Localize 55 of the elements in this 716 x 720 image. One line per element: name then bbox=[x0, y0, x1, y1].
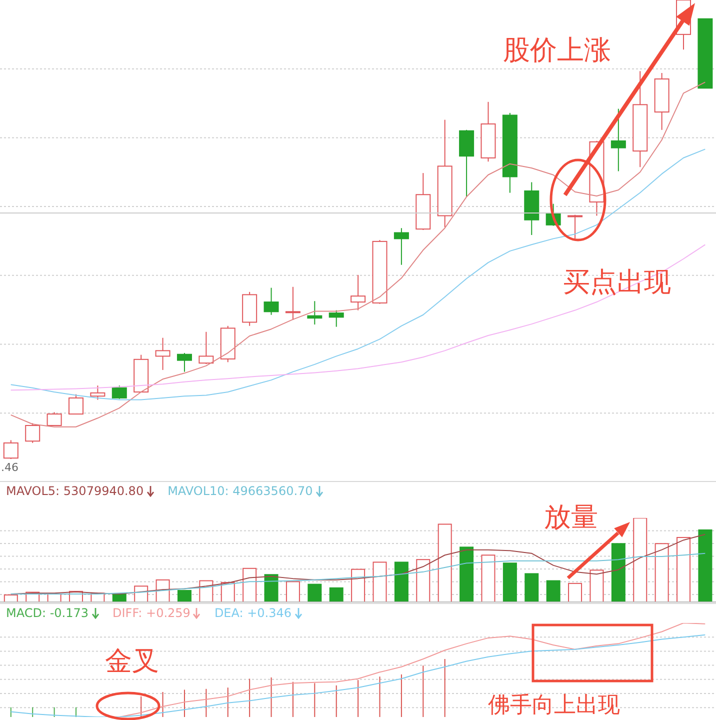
candlestick bbox=[264, 287, 279, 316]
annotation: 佛手向上出现 bbox=[488, 693, 620, 718]
candlestick bbox=[394, 228, 409, 266]
bar bbox=[524, 573, 539, 602]
legend-label: MACD: -0.173 bbox=[6, 606, 89, 620]
bar bbox=[4, 594, 18, 602]
annotation: 放量 bbox=[544, 502, 598, 533]
candlestick bbox=[155, 337, 170, 370]
candlestick bbox=[46, 412, 62, 426]
bar bbox=[134, 586, 148, 602]
bar bbox=[329, 587, 344, 602]
candlestick bbox=[3, 440, 18, 459]
bar bbox=[372, 562, 387, 602]
bar bbox=[654, 543, 669, 602]
bar bbox=[502, 562, 517, 602]
bar bbox=[438, 524, 452, 602]
bar bbox=[199, 580, 214, 602]
bar bbox=[286, 581, 300, 602]
bar bbox=[351, 568, 366, 602]
legend-label: MAVOL10: 49663560.70 bbox=[168, 484, 313, 498]
bar bbox=[676, 536, 691, 602]
annotation: 买点出现 bbox=[563, 267, 671, 298]
bar bbox=[242, 568, 257, 602]
bar bbox=[308, 584, 322, 602]
legend-label: DEA: +0.346 bbox=[214, 606, 292, 620]
candlestick bbox=[90, 385, 106, 400]
candlestick bbox=[307, 300, 322, 326]
candlestick bbox=[568, 214, 583, 240]
candlestick bbox=[285, 286, 300, 320]
candlestick bbox=[610, 108, 626, 172]
bar bbox=[416, 559, 430, 602]
candlestick bbox=[350, 274, 366, 311]
bar bbox=[698, 529, 712, 602]
candlestick bbox=[328, 310, 344, 328]
candlestick bbox=[198, 331, 214, 364]
bar bbox=[633, 518, 648, 602]
bar bbox=[611, 543, 626, 602]
annotation: 股价上涨 bbox=[503, 35, 611, 66]
legend-label: DIFF: +0.259 bbox=[112, 606, 190, 620]
bar bbox=[264, 574, 278, 602]
text: .46 bbox=[1, 461, 18, 474]
bar bbox=[156, 579, 170, 602]
bar bbox=[394, 562, 408, 602]
candlestick bbox=[25, 422, 40, 444]
bar bbox=[568, 582, 582, 602]
bar bbox=[481, 554, 496, 602]
annotation: 金叉 bbox=[105, 646, 159, 677]
legend-label: MAVOL5: 53079940.80 bbox=[6, 484, 144, 498]
bar bbox=[590, 570, 604, 602]
candlestick bbox=[68, 394, 84, 415]
bar bbox=[546, 580, 560, 602]
candlestick bbox=[112, 385, 127, 400]
bar bbox=[177, 590, 192, 602]
candlestick bbox=[176, 352, 192, 372]
bar bbox=[460, 546, 474, 602]
